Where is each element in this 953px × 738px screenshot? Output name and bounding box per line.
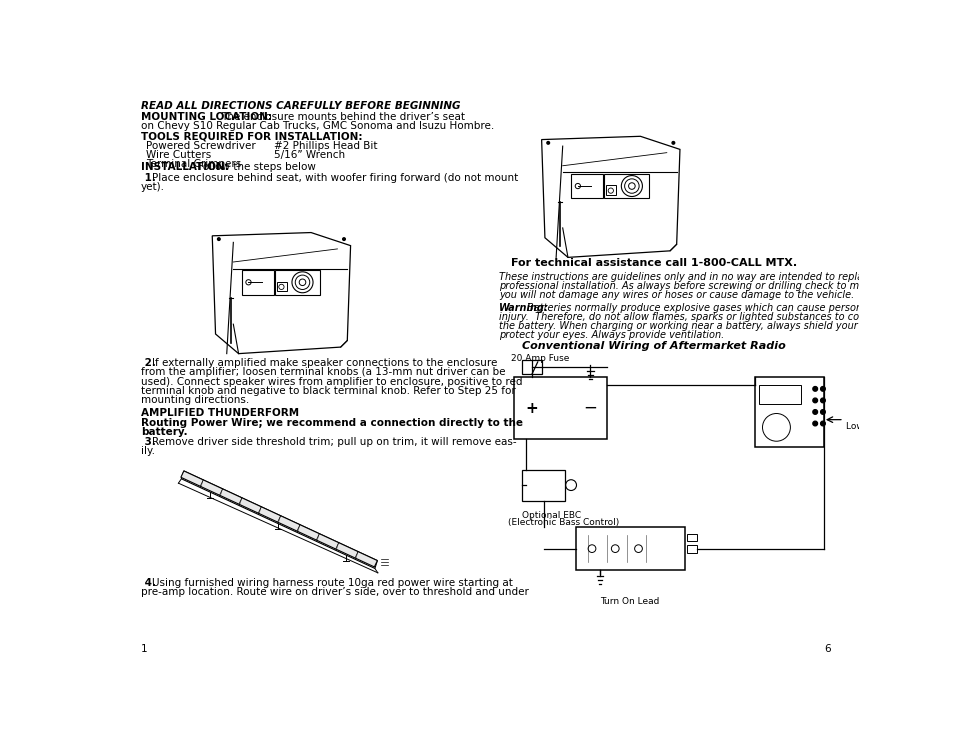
Text: Powered Screwdriver: Powered Screwdriver bbox=[146, 141, 255, 151]
Text: Remove driver side threshold trim; pull up on trim, it will remove eas-: Remove driver side threshold trim; pull … bbox=[152, 437, 516, 446]
Circle shape bbox=[820, 410, 824, 414]
Bar bbox=[603, 173, 648, 199]
Bar bbox=[758, 385, 801, 404]
Text: Follow the steps below: Follow the steps below bbox=[193, 162, 315, 173]
Text: 6: 6 bbox=[823, 644, 830, 655]
Circle shape bbox=[812, 398, 817, 403]
Text: pre-amp location. Route wire on driver’s side, over to threshold and under: pre-amp location. Route wire on driver’s… bbox=[141, 587, 528, 597]
Text: ily.: ily. bbox=[141, 446, 154, 456]
Polygon shape bbox=[181, 471, 377, 568]
Text: INSTALLATION:: INSTALLATION: bbox=[141, 162, 229, 173]
Bar bbox=[686, 534, 697, 541]
Text: used). Connect speaker wires from amplifier to enclosure, positive to red: used). Connect speaker wires from amplif… bbox=[141, 376, 522, 387]
Text: AMPLIFIED THUNDERFORM: AMPLIFIED THUNDERFORM bbox=[141, 408, 298, 418]
Text: 20 Amp Fuse: 20 Amp Fuse bbox=[510, 354, 568, 363]
Text: Using furnished wiring harness route 10ga red power wire starting at: Using furnished wiring harness route 10g… bbox=[152, 578, 512, 587]
Bar bbox=[521, 469, 564, 500]
Circle shape bbox=[812, 387, 817, 391]
Text: Batteries normally produce explosive gases which can cause personal: Batteries normally produce explosive gas… bbox=[526, 303, 870, 313]
Polygon shape bbox=[181, 471, 377, 567]
Text: MOUNTING LOCATION:: MOUNTING LOCATION: bbox=[141, 111, 272, 122]
Bar bbox=[242, 270, 274, 294]
Text: you will not damage any wires or hoses or cause damage to the vehicle.: you will not damage any wires or hoses o… bbox=[498, 290, 853, 300]
Text: yet).: yet). bbox=[141, 182, 165, 193]
Bar bbox=[521, 360, 541, 374]
Text: battery.: battery. bbox=[141, 427, 188, 438]
Bar bbox=[754, 377, 823, 446]
Text: Place enclosure behind seat, with woofer firing forward (do not mount: Place enclosure behind seat, with woofer… bbox=[152, 173, 517, 183]
Bar bbox=[514, 377, 607, 439]
Text: +: + bbox=[524, 401, 537, 415]
Text: For technical assistance call 1-800-CALL MTX.: For technical assistance call 1-800-CALL… bbox=[510, 258, 796, 268]
Circle shape bbox=[820, 398, 824, 403]
Text: Routing Power Wire; we recommend a connection directly to the: Routing Power Wire; we recommend a conne… bbox=[141, 418, 522, 428]
Text: (Electronic Bass Control): (Electronic Bass Control) bbox=[508, 518, 618, 527]
Text: from the amplifier; loosen terminal knobs (a 13-mm nut driver can be: from the amplifier; loosen terminal knob… bbox=[141, 368, 505, 377]
Text: The enclosure mounts behind the driver’s seat: The enclosure mounts behind the driver’s… bbox=[221, 111, 465, 122]
Text: the battery. When charging or working near a battery, always shield your face an: the battery. When charging or working ne… bbox=[498, 321, 902, 331]
Text: READ ALL DIRECTIONS CAREFULLY BEFORE BEGINNING: READ ALL DIRECTIONS CAREFULLY BEFORE BEG… bbox=[141, 101, 460, 111]
Bar bbox=[605, 185, 616, 196]
Circle shape bbox=[820, 387, 824, 391]
Bar bbox=[276, 282, 287, 292]
Text: 5/16” Wrench: 5/16” Wrench bbox=[274, 150, 345, 160]
Text: injury.  Therefore, do not allow flames, sparks or lighted substances to come ne: injury. Therefore, do not allow flames, … bbox=[498, 312, 899, 322]
Text: 2.: 2. bbox=[141, 358, 155, 368]
Text: 4.: 4. bbox=[141, 578, 155, 587]
Text: TOOLS REQUIRED FOR INSTALLATION:: TOOLS REQUIRED FOR INSTALLATION: bbox=[141, 131, 362, 142]
Text: 3.: 3. bbox=[141, 437, 155, 446]
Text: −: − bbox=[583, 399, 597, 417]
Text: on Chevy S10 Regular Cab Trucks, GMC Sonoma and Isuzu Hombre.: on Chevy S10 Regular Cab Trucks, GMC Son… bbox=[141, 121, 494, 131]
Text: Wire Cutters: Wire Cutters bbox=[146, 150, 211, 160]
Circle shape bbox=[342, 238, 345, 241]
Text: #2 Phillips Head Bit: #2 Phillips Head Bit bbox=[274, 141, 377, 151]
Text: 1.: 1. bbox=[141, 173, 155, 183]
Text: Low Level Signal: Low Level Signal bbox=[845, 422, 921, 431]
Text: protect your eyes. Always provide ventilation.: protect your eyes. Always provide ventil… bbox=[498, 331, 723, 340]
Circle shape bbox=[812, 410, 817, 414]
Text: Turn On Lead: Turn On Lead bbox=[599, 597, 659, 606]
Circle shape bbox=[812, 421, 817, 426]
Circle shape bbox=[820, 421, 824, 426]
Circle shape bbox=[671, 142, 674, 144]
Text: Optional EBC: Optional EBC bbox=[521, 511, 580, 520]
Text: terminal knob and negative to black terminal knob. Refer to Step 25 for: terminal knob and negative to black term… bbox=[141, 386, 516, 396]
Text: These instructions are guidelines only and in no way are intended to replace a: These instructions are guidelines only a… bbox=[498, 272, 882, 282]
Text: Terminal Crimpers: Terminal Crimpers bbox=[146, 159, 240, 170]
Circle shape bbox=[546, 142, 549, 144]
Bar bbox=[576, 528, 684, 570]
Text: mounting directions.: mounting directions. bbox=[141, 395, 249, 405]
Text: professional installation. As always before screwing or drilling check to make s: professional installation. As always bef… bbox=[498, 281, 901, 291]
Text: 1: 1 bbox=[141, 644, 148, 655]
Bar bbox=[274, 270, 319, 294]
Circle shape bbox=[217, 238, 220, 241]
Bar bbox=[686, 545, 697, 553]
Text: Conventional Wiring of Aftermarket Radio: Conventional Wiring of Aftermarket Radio bbox=[521, 341, 785, 351]
Text: Warning:: Warning: bbox=[498, 303, 548, 313]
Bar bbox=[571, 173, 602, 199]
Text: If externally amplified make speaker connections to the enclosure: If externally amplified make speaker con… bbox=[152, 358, 497, 368]
